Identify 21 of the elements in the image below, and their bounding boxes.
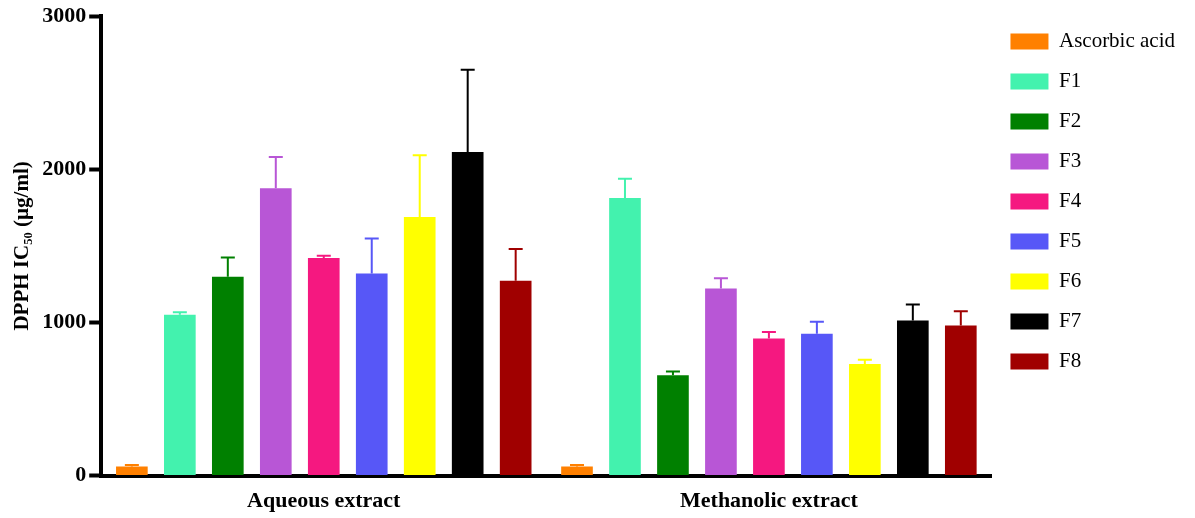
legend-label: F5 (1058, 228, 1082, 253)
y-tick-label: 2000 (42, 155, 87, 181)
x-tick-label: Methanolic extract (680, 487, 859, 513)
legend-label: F1 (1058, 68, 1082, 93)
y-axis-title: DPPH IC₅₀ (µg/ml) (9, 161, 34, 331)
bar (561, 466, 593, 476)
bar (307, 258, 340, 476)
legend-label: F2 (1058, 108, 1082, 133)
y-tick-label: 3000 (42, 1, 87, 27)
legend-label: F6 (1058, 268, 1082, 293)
legend-label: F7 (1058, 308, 1082, 333)
bar (116, 466, 148, 476)
y-tick-label: 1000 (42, 308, 87, 334)
x-tick-label: Aqueous extract (247, 487, 402, 513)
legend-label: F4 (1058, 188, 1082, 213)
bar (657, 375, 689, 476)
bar (164, 314, 196, 476)
legend-label: F3 (1058, 148, 1082, 173)
legend-label: F8 (1058, 348, 1082, 373)
legend-label: Ascorbic acid (1058, 28, 1176, 53)
y-tick-label: 0 (75, 461, 87, 487)
